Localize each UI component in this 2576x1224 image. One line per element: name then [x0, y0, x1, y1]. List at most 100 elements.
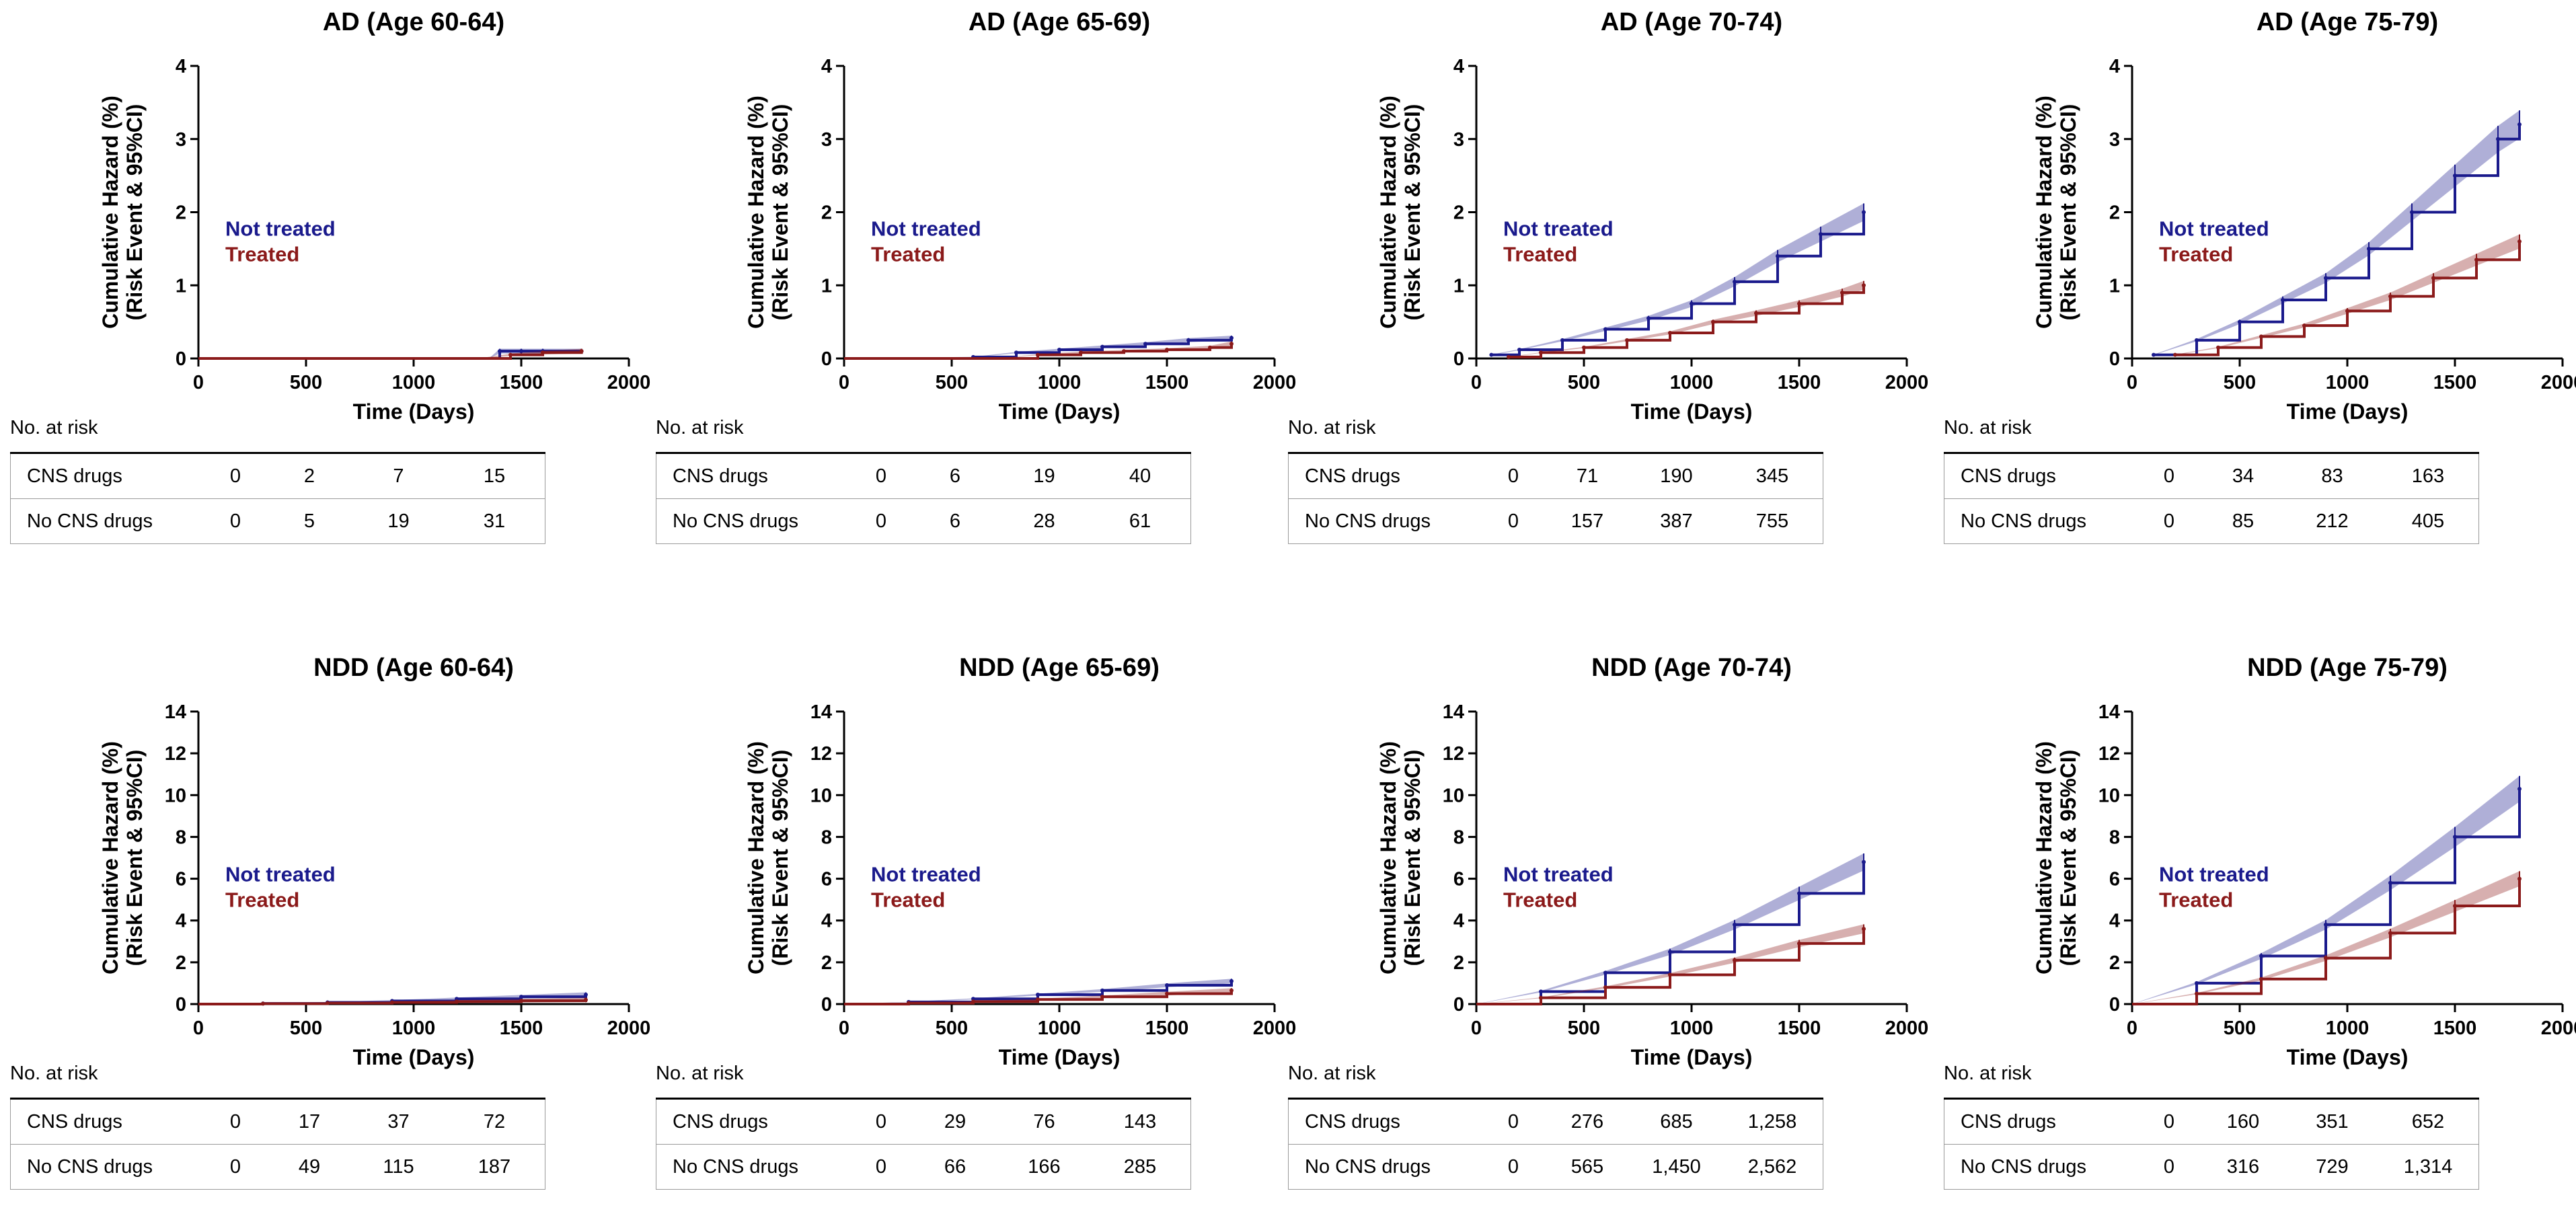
y-tick-label: 3: [176, 129, 186, 151]
y-tick-label: 6: [176, 869, 186, 890]
risk-cell: 143: [1090, 1098, 1191, 1145]
data-point: [2517, 876, 2522, 881]
risk-cell: 85: [2199, 498, 2287, 544]
risk-table: CNS drugs 0 29 76 143 No CNS drugs 0 66 166 285: [656, 1098, 1191, 1190]
data-point: [1186, 338, 1190, 342]
data-point: [508, 352, 513, 357]
x-axis-label: Time (Days): [353, 399, 475, 424]
y-tick-label: 2: [821, 952, 832, 974]
risk-table-title: No. at risk: [1288, 1063, 1376, 1084]
y-tick-label: 14: [2098, 701, 2120, 723]
risk-cell: 71: [1544, 453, 1631, 499]
risk-cell: 115: [353, 1144, 444, 1190]
legend-entry: Not treated: [871, 217, 981, 240]
risk-row-label: CNS drugs: [1944, 453, 2139, 499]
risk-table-row: No CNS drugs 0 157 387 755: [1288, 498, 1823, 544]
y-tick-label: 4: [1453, 56, 1464, 77]
risk-cell: 1,450: [1631, 1144, 1722, 1190]
data-point: [1517, 347, 1521, 352]
x-tick-label: 1500: [1145, 1018, 1189, 1039]
data-point: [498, 349, 502, 354]
y-tick-label: 0: [176, 348, 186, 370]
data-point: [1014, 350, 1018, 355]
x-tick-label: 0: [193, 372, 204, 393]
risk-cell: 387: [1631, 498, 1722, 544]
series-treated: [1507, 280, 1866, 359]
x-tick-label: 2000: [607, 372, 651, 393]
x-tick-label: 0: [1471, 1018, 1482, 1039]
chart-title: AD (Age 60-64): [323, 8, 504, 36]
data-point: [1100, 995, 1104, 999]
y-tick-label: 2: [176, 202, 186, 224]
y-axis-label: Cumulative Hazard (%): [98, 741, 122, 974]
y-tick-label: 4: [821, 911, 832, 932]
x-tick-label: 1500: [1778, 372, 1821, 393]
data-point: [907, 1001, 911, 1005]
data-point: [1646, 316, 1651, 321]
risk-table: CNS drugs 0 71 190 345 No CNS drugs 0 157 387 755: [1288, 452, 1823, 544]
risk-cell: 0: [2139, 1144, 2199, 1190]
risk-cell: 0: [851, 1098, 911, 1145]
risk-cell: 351: [2287, 1098, 2378, 1145]
x-tick-label: 1000: [1038, 1018, 1082, 1039]
legend-entry: Not treated: [2159, 217, 2269, 240]
series-line: [1491, 212, 1865, 356]
data-point: [2238, 319, 2242, 324]
data-point: [2517, 786, 2522, 791]
legend-entry: Treated: [2159, 888, 2233, 911]
risk-table-row: No CNS drugs 0 565 1,450 2,562: [1288, 1144, 1823, 1190]
risk-table-title: No. at risk: [10, 1063, 98, 1084]
y-tick-label: 0: [1453, 348, 1464, 370]
legend-entry: Treated: [871, 888, 945, 911]
risk-cell: 316: [2199, 1144, 2287, 1190]
data-point: [1165, 983, 1169, 988]
x-tick-label: 1500: [1145, 372, 1189, 393]
risk-table-row: No CNS drugs 0 85 212 405: [1944, 498, 2479, 544]
data-point: [1625, 338, 1629, 342]
x-tick-label: 0: [2127, 372, 2137, 393]
risk-cell: 565: [1544, 1144, 1631, 1190]
y-tick-label: 2: [821, 202, 832, 224]
risk-cell: 66: [911, 1144, 999, 1190]
data-point: [2324, 276, 2328, 280]
data-point: [1733, 279, 1737, 284]
data-point: [584, 997, 588, 1002]
risk-table-row: CNS drugs 0 276 685 1,258: [1288, 1098, 1823, 1145]
data-point: [2453, 835, 2457, 839]
data-point: [2173, 352, 2177, 357]
data-point: [1668, 330, 1672, 335]
series-line: [2154, 124, 2521, 356]
data-point: [579, 349, 584, 354]
data-point: [2195, 338, 2199, 342]
x-tick-label: 0: [193, 1018, 204, 1039]
risk-cell: 0: [205, 1144, 266, 1190]
risk-cell: 31: [444, 498, 545, 544]
risk-row-label: No CNS drugs: [656, 1144, 851, 1190]
series-treated: [198, 997, 588, 1006]
chart-panel: AD (Age 70-74) Cumulative Hazard (%) (Risk…: [1288, 0, 1928, 578]
y-tick-label: 2: [1453, 202, 1464, 224]
risk-cell: 0: [851, 1144, 911, 1190]
risk-cell: 163: [2378, 453, 2479, 499]
data-point: [1165, 991, 1169, 996]
risk-cell: 0: [205, 498, 266, 544]
y-tick-label: 2: [2109, 952, 2120, 974]
data-point: [1539, 989, 1543, 994]
risk-table-row: No CNS drugs 0 6 28 61: [656, 498, 1191, 544]
chart-title: NDD (Age 70-74): [1591, 654, 1792, 682]
risk-table-title: No. at risk: [656, 417, 744, 438]
risk-cell: 17: [266, 1098, 353, 1145]
risk-cell: 1,314: [2378, 1144, 2479, 1190]
risk-cell: 37: [353, 1098, 444, 1145]
y-axis-label: Cumulative Hazard (%): [2032, 95, 2056, 329]
x-tick-label: 1500: [2433, 372, 2477, 393]
y-tick-label: 12: [1443, 743, 1464, 765]
risk-cell: 0: [1483, 1144, 1544, 1190]
y-axis-label: Cumulative Hazard (%): [744, 741, 768, 974]
legend-entry: Not treated: [225, 217, 336, 240]
y-tick-label: 12: [165, 743, 186, 765]
risk-cell: 166: [999, 1144, 1090, 1190]
data-point: [1862, 927, 1866, 931]
risk-row-label: No CNS drugs: [10, 1144, 205, 1190]
x-tick-label: 500: [290, 372, 322, 393]
